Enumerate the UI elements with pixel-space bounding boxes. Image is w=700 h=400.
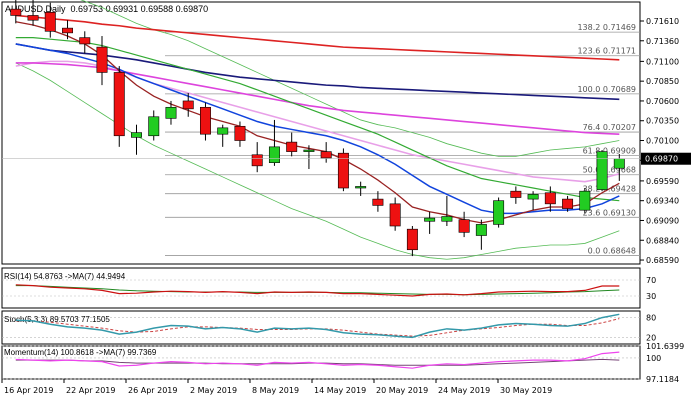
rsi-line bbox=[15, 284, 620, 297]
current-price-label: 0.69870 bbox=[645, 155, 678, 164]
fib-level-label: 50.0 0.69668 bbox=[583, 166, 636, 175]
candle-body bbox=[217, 127, 229, 135]
fib-level-label: 23.6 0.69130 bbox=[583, 208, 636, 217]
rsi-tick-label: 70 bbox=[646, 276, 656, 285]
candle-body bbox=[44, 11, 56, 32]
stoch-pane-frame bbox=[1, 310, 641, 345]
rsi-ma-line bbox=[15, 285, 620, 296]
current-price-tag bbox=[641, 152, 691, 165]
candle-body bbox=[337, 152, 349, 189]
candle-body bbox=[10, 8, 22, 16]
candle-body bbox=[406, 228, 418, 251]
candle-body bbox=[251, 154, 263, 167]
candle-body bbox=[579, 190, 591, 211]
fib-level-label: 123.6 0.71171 bbox=[577, 47, 636, 56]
candle-body bbox=[320, 151, 332, 159]
y-tick-label: 0.69340 bbox=[646, 197, 679, 206]
candle-body bbox=[62, 27, 73, 34]
y-tick-label: 0.69090 bbox=[646, 216, 679, 225]
y-tick-label: 0.70600 bbox=[646, 97, 679, 106]
chart-title: AUDUSD,Daily 0.69753 0.69931 0.69588 0.6… bbox=[5, 4, 208, 14]
candle-body bbox=[165, 106, 177, 119]
rsi-pane-frame bbox=[1, 267, 641, 309]
candle-body bbox=[458, 219, 470, 233]
candle-body bbox=[303, 149, 315, 152]
stoch-label: Stoch(5,3,3) 89.5703 77.1505 bbox=[4, 315, 110, 324]
fib-level-label: 61.8 0.69909 bbox=[583, 147, 636, 156]
symbol-label: AUDUSD,Daily bbox=[5, 4, 66, 14]
stoch-d-line bbox=[15, 318, 620, 337]
candle-body bbox=[544, 192, 556, 205]
candle-body bbox=[286, 141, 298, 152]
candle-body bbox=[441, 216, 453, 222]
candle-body bbox=[596, 151, 608, 190]
candle-body bbox=[148, 116, 160, 137]
x-tick-label: 30 May 2019 bbox=[500, 386, 552, 395]
x-tick-label: 8 May 2019 bbox=[252, 386, 299, 395]
candle-body bbox=[389, 203, 401, 227]
candle-body bbox=[27, 15, 39, 21]
band-upper-line bbox=[80, 0, 620, 157]
ma-darkred-line bbox=[15, 21, 620, 224]
candle-body bbox=[199, 106, 211, 135]
candle-body bbox=[613, 158, 625, 169]
ohlc-values: 0.69753 0.69931 0.69588 0.69870 bbox=[70, 4, 209, 14]
y-tick-label: 0.71610 bbox=[646, 17, 679, 26]
y-tick-label: 0.68590 bbox=[646, 256, 679, 265]
ma-green-line bbox=[15, 37, 620, 202]
main-pane-frame bbox=[1, 1, 641, 265]
fib-level-label: 100.0 0.70689 bbox=[577, 85, 636, 94]
x-tick-label: 24 May 2019 bbox=[438, 386, 490, 395]
ma-magenta-line bbox=[15, 62, 620, 135]
candle-body bbox=[562, 198, 574, 209]
band-lower-line bbox=[15, 62, 620, 260]
candle-body bbox=[475, 224, 487, 236]
candle-body bbox=[182, 100, 194, 110]
candle-body bbox=[96, 46, 108, 73]
momentum-tick-label: 101.6399 bbox=[646, 342, 684, 351]
y-tick-label: 0.68840 bbox=[646, 236, 679, 245]
candle-body bbox=[234, 125, 246, 141]
candle-body bbox=[268, 146, 280, 163]
y-tick-label: 0.71100 bbox=[646, 57, 679, 66]
momentum-tick-label: 100 bbox=[646, 354, 661, 363]
candle-body bbox=[113, 72, 125, 137]
y-tick-label: 0.69590 bbox=[646, 177, 679, 186]
stoch-tick-label: 20 bbox=[646, 333, 656, 342]
fib-level-label: 0.0 0.68648 bbox=[588, 246, 636, 255]
stoch-k-line bbox=[15, 313, 620, 339]
momentum-pane-frame bbox=[1, 345, 641, 380]
momentum-tick-label: 97.1184 bbox=[646, 375, 679, 384]
x-tick-label: 20 May 2019 bbox=[376, 386, 428, 395]
x-tick-label: 16 Apr 2019 bbox=[4, 386, 53, 395]
candle-body bbox=[79, 37, 91, 45]
candle-body bbox=[510, 190, 522, 198]
y-tick-label: 0.70850 bbox=[646, 77, 679, 86]
rsi-tick-label: 30 bbox=[646, 292, 656, 301]
candle-body bbox=[131, 132, 142, 138]
rsi-label: RSI(14) 54.8763 ->MA(7) 44.9494 bbox=[4, 272, 126, 281]
ma-red-line bbox=[15, 14, 620, 61]
candle-body bbox=[424, 217, 436, 222]
candle-body bbox=[355, 186, 367, 189]
fib-level-label: 76.4 0.70207 bbox=[583, 123, 636, 132]
stoch-tick-label: 80 bbox=[646, 314, 656, 323]
y-tick-label: 0.70350 bbox=[646, 117, 679, 126]
candle-body bbox=[527, 194, 539, 200]
y-tick-label: 0.71360 bbox=[646, 37, 679, 46]
momentum-line bbox=[15, 351, 620, 369]
ma-pink-line bbox=[15, 60, 620, 183]
y-tick-label: 0.70100 bbox=[646, 137, 679, 146]
candle-body bbox=[493, 200, 505, 225]
ma-navy-line bbox=[15, 43, 620, 101]
x-tick-label: 2 May 2019 bbox=[190, 386, 237, 395]
fib-level-label: 138.2 0.71469 bbox=[577, 23, 636, 32]
x-tick-label: 22 Apr 2019 bbox=[66, 386, 115, 395]
x-tick-label: 26 Apr 2019 bbox=[128, 386, 177, 395]
momentum-label: Momentum(14) 100.8618 ->MA(7) 99.7369 bbox=[4, 348, 157, 357]
x-tick-label: 14 May 2019 bbox=[314, 386, 366, 395]
candle-body bbox=[372, 198, 384, 206]
